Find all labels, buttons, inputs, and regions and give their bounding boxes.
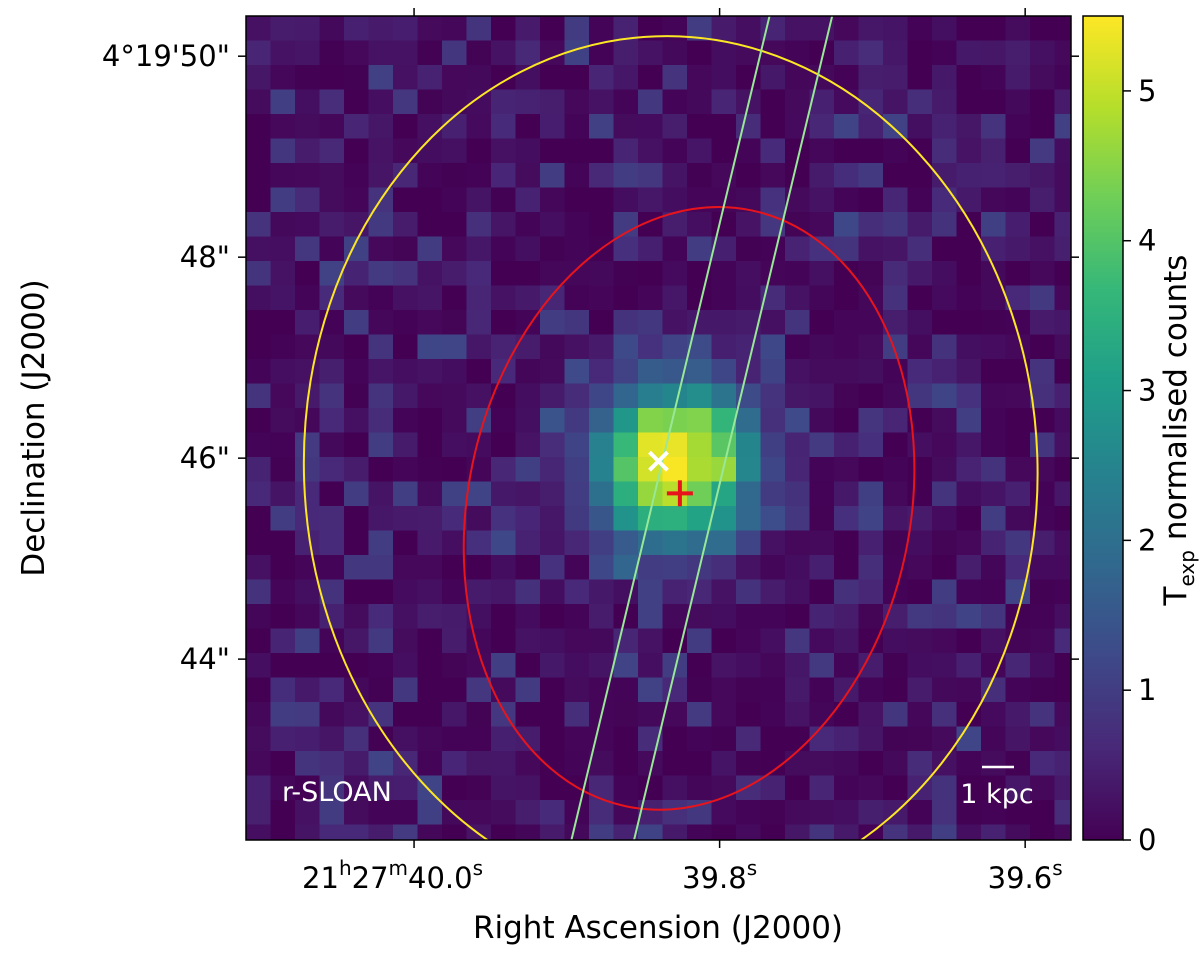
- y-tick-label: 46": [180, 441, 230, 475]
- red-aperture: [462, 206, 916, 811]
- colorbar-tick-label: 5: [1138, 74, 1156, 108]
- x-tick-label: 39.6s: [988, 856, 1063, 895]
- y-axis-title: Declination (J2000): [16, 279, 52, 576]
- filter-label: r-SLOAN: [282, 777, 392, 808]
- colorbar-tick-label: 0: [1138, 823, 1156, 857]
- slit-line-1: [570, 16, 771, 840]
- y-tick-label: 48": [180, 240, 230, 274]
- red-plus-marker: [666, 480, 693, 507]
- colorbar-tick-label: 1: [1138, 673, 1156, 707]
- colorbar-label-sub: exp: [1175, 550, 1199, 586]
- colorbar-label-rest: normalised counts: [1158, 255, 1194, 550]
- x-tick-label: 21h27m40.0s: [302, 856, 483, 895]
- x-axis-title: Right Ascension (J2000): [473, 910, 843, 946]
- colorbar: [1082, 15, 1124, 841]
- y-tick-label: 44": [180, 642, 230, 676]
- colorbar-label-main: T: [1158, 585, 1194, 606]
- colorbar-tick-label: 3: [1138, 374, 1156, 408]
- colorbar-label: Texp normalised counts: [1158, 255, 1199, 607]
- colorbar-ticks: 0 1 2 3 4 5: [1123, 74, 1156, 857]
- colorbar-tick-label: 2: [1138, 523, 1156, 557]
- white-cross-marker: [648, 450, 669, 472]
- plot-frame: [245, 15, 1072, 841]
- slit-line-2: [633, 16, 834, 840]
- scale-bar-label: 1 kpc: [960, 779, 1033, 810]
- colorbar-tick-label: 4: [1138, 224, 1156, 258]
- overlays: [302, 16, 1039, 840]
- x-ticks: 21h27m40.0s 39.8s 39.6s: [302, 8, 1063, 895]
- image-pixels: [246, 16, 1071, 840]
- y-tick-label: 4°19'50": [102, 39, 230, 73]
- y-ticks: 4°19'50" 48" 46" 44": [102, 39, 1079, 676]
- yellow-aperture: [302, 35, 1039, 840]
- x-tick-label: 39.8s: [682, 856, 757, 895]
